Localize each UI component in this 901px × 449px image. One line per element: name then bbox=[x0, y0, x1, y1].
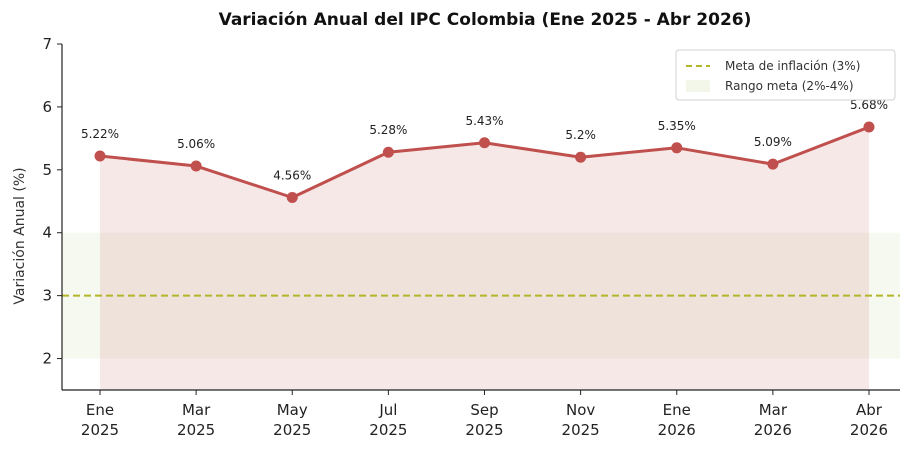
data-label: 5.28% bbox=[369, 123, 407, 137]
y-tick-label: 4 bbox=[42, 224, 52, 242]
legend-target-line-label: Meta de inflación (3%) bbox=[725, 59, 860, 73]
y-axis-label: Variación Anual (%) bbox=[12, 167, 28, 304]
data-point bbox=[575, 151, 587, 163]
legend-target-band-swatch bbox=[686, 80, 710, 92]
series-area bbox=[100, 127, 869, 390]
data-point bbox=[479, 137, 490, 149]
x-tick-label: Nov 2025 bbox=[562, 401, 600, 439]
data-label: 5.06% bbox=[177, 137, 215, 151]
data-label: 5.22% bbox=[81, 127, 119, 141]
y-tick-label: 5 bbox=[42, 161, 52, 179]
x-tick-label: Ene 2025 bbox=[81, 401, 119, 439]
data-point bbox=[671, 142, 683, 154]
x-tick-label: May 2025 bbox=[273, 401, 311, 439]
x-tick-label: Mar 2025 bbox=[177, 401, 215, 439]
data-label: 5.35% bbox=[658, 119, 696, 133]
legend-frame bbox=[675, 49, 896, 101]
data-point bbox=[382, 146, 394, 158]
data-point bbox=[94, 150, 106, 162]
data-point bbox=[767, 158, 779, 170]
y-tick-label: 3 bbox=[42, 287, 52, 305]
y-tick-label: 6 bbox=[42, 98, 52, 116]
data-label: 5.09% bbox=[754, 135, 792, 149]
plot-area: 2 3 4 5 6 7 Ene 2025 Mar 2025 May 2025 Jul 2025 Sep 202… bbox=[42, 35, 900, 439]
data-label: 4.56% bbox=[273, 168, 311, 182]
data-label: 5.2% bbox=[565, 128, 596, 142]
y-tick-label: 7 bbox=[42, 35, 52, 53]
data-label: 5.68% bbox=[850, 98, 888, 112]
data-point bbox=[286, 191, 298, 203]
data-label: 5.43% bbox=[465, 114, 503, 128]
x-tick-label: Sep 2025 bbox=[465, 401, 503, 439]
x-tick-label: Abr 2026 bbox=[850, 401, 888, 439]
legend-target-band-label: Rango meta (2%-4%) bbox=[725, 79, 854, 93]
x-tick-label: Jul 2025 bbox=[369, 401, 407, 439]
y-tick-label: 2 bbox=[42, 350, 52, 368]
data-point bbox=[863, 121, 875, 133]
x-tick-label: Mar 2026 bbox=[754, 401, 792, 439]
data-point bbox=[190, 160, 202, 172]
chart-title: Variación Anual del IPC Colombia (Ene 20… bbox=[219, 10, 752, 30]
legend: Meta de inflación (3%) Rango meta (2%-4%… bbox=[675, 49, 896, 101]
x-tick-label: Ene 2026 bbox=[658, 401, 696, 439]
